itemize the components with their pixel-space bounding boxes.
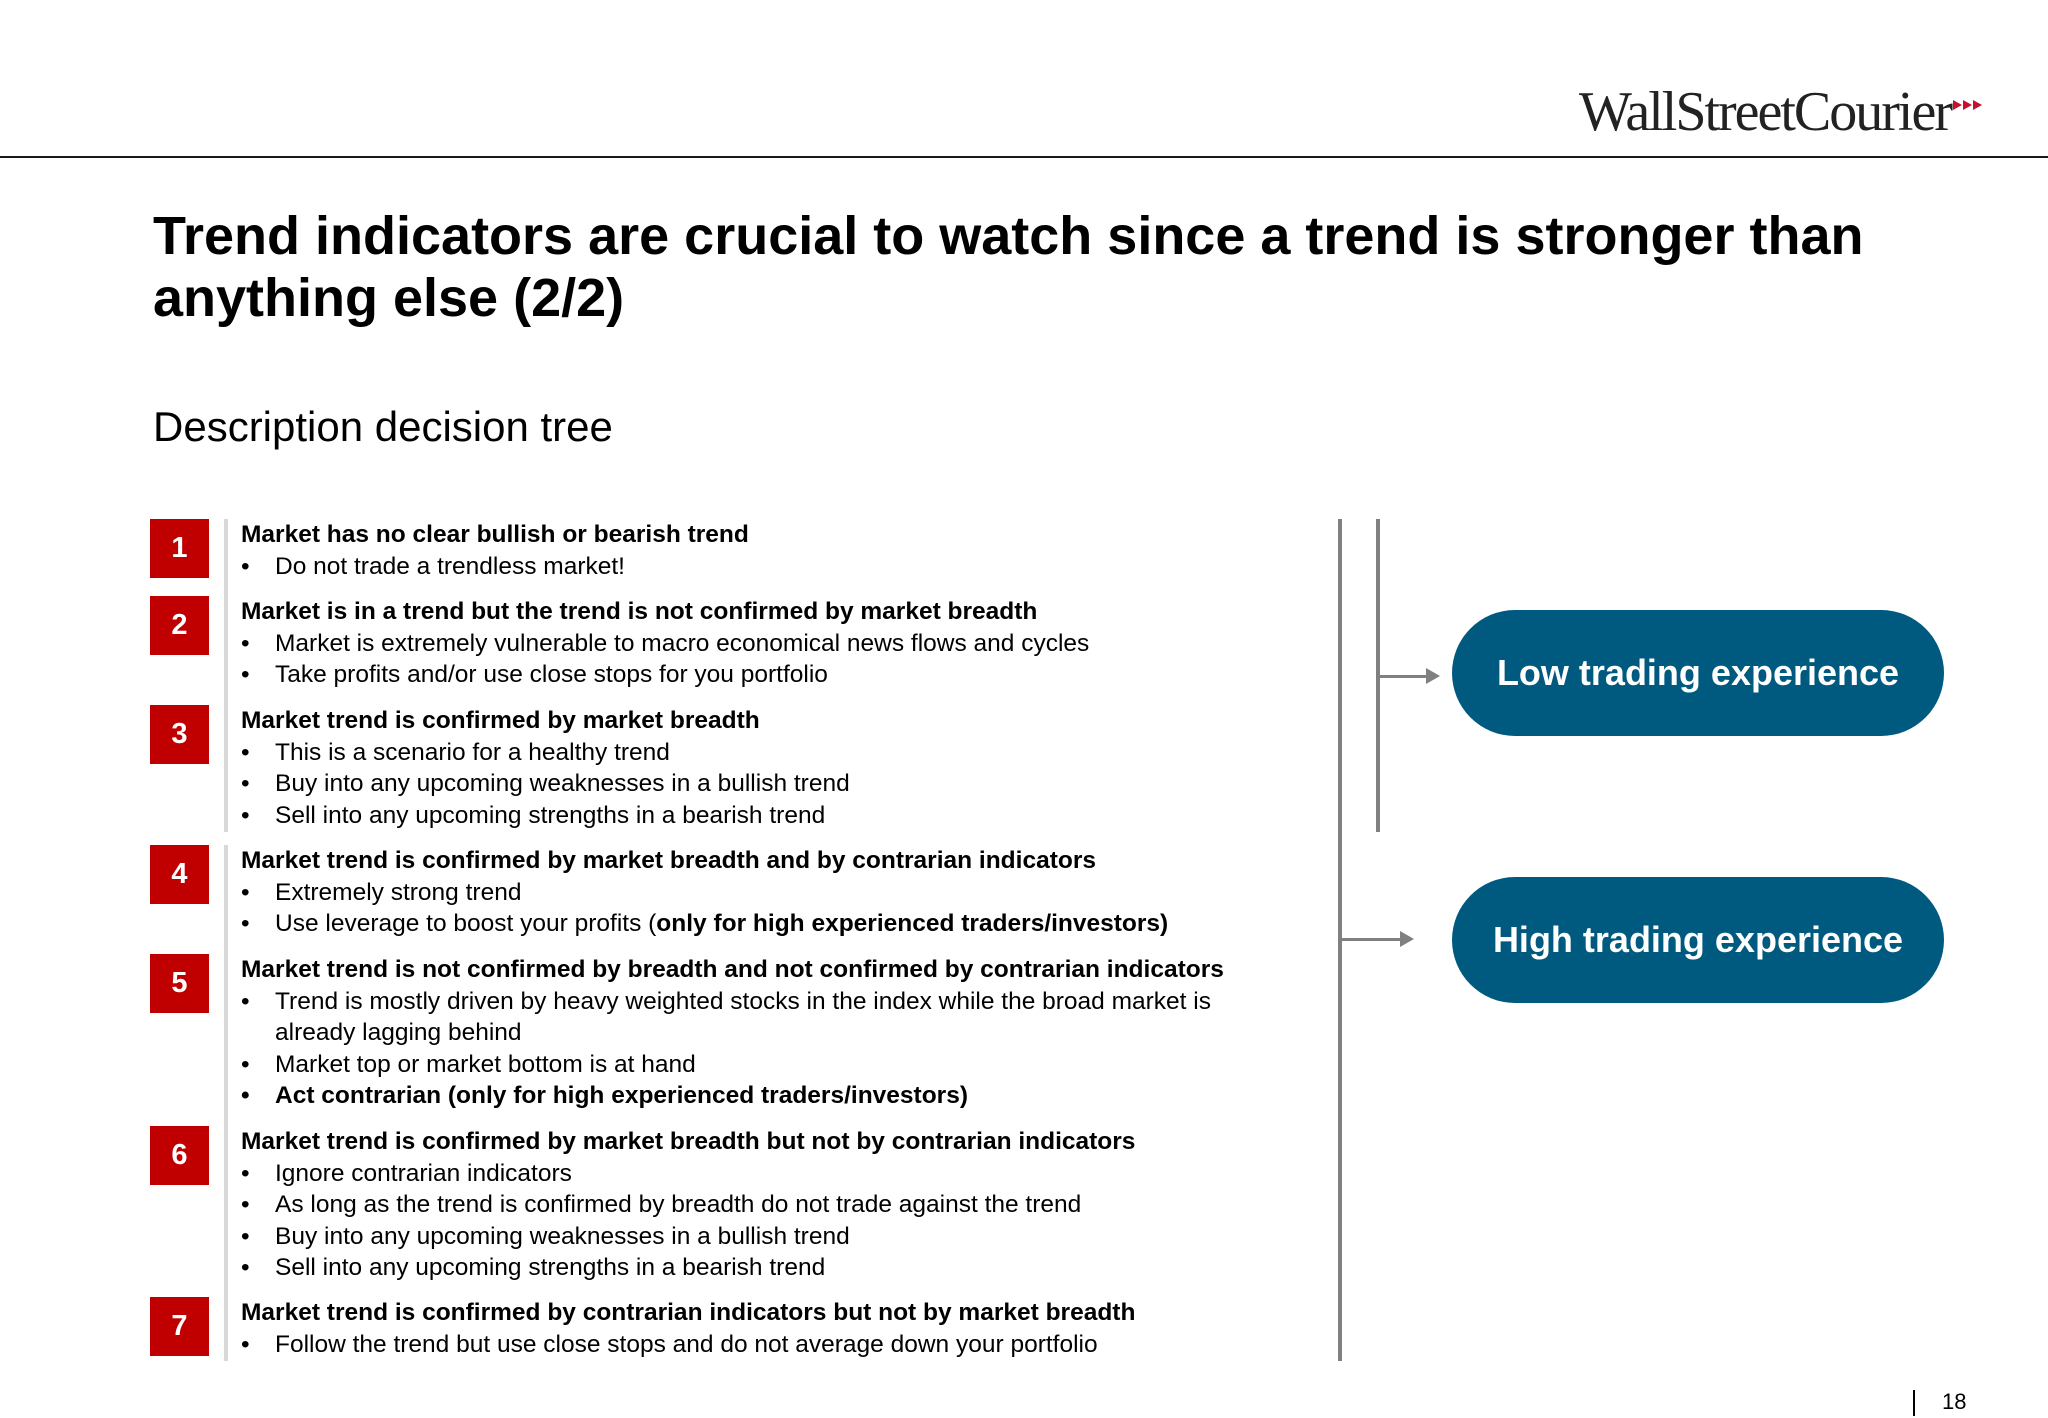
item-bullet: Act contrarian (only for high experience…: [241, 1080, 1271, 1112]
item-heading: Market trend is confirmed by market brea…: [241, 707, 760, 734]
item-heading: Market trend is confirmed by contrarian …: [241, 1299, 1136, 1326]
page-title: Trend indicators are crucial to watch si…: [153, 206, 1864, 328]
item-bullet: Ignore contrarian indicators: [241, 1158, 1321, 1190]
item-bullet: This is a scenario for a healthy trend: [241, 737, 1321, 769]
item-number-badge: 1: [150, 519, 209, 578]
item-bullet: As long as the trend is confirmed by bre…: [241, 1189, 1321, 1221]
item-number-badge: 5: [150, 954, 209, 1013]
item-bullet: Market top or market bottom is at hand: [241, 1049, 1271, 1081]
item-number-badge: 6: [150, 1126, 209, 1185]
item-bullet: Follow the trend but use close stops and…: [241, 1329, 1321, 1361]
item-bullet: Sell into any upcoming strengths in a be…: [241, 800, 1321, 832]
item-bullet: Take profits and/or use close stops for …: [241, 659, 1321, 691]
page-number-separator: [1913, 1390, 1915, 1416]
header-divider: [0, 156, 2048, 158]
item-heading: Market trend is confirmed by market brea…: [241, 1128, 1136, 1155]
item-heading: Market is in a trend but the trend is no…: [241, 598, 1038, 625]
high-experience-arrow-icon: [1340, 931, 1414, 947]
item-bullet: Extremely strong trend: [241, 877, 1321, 909]
item-heading: Market has no clear bullish or bearish t…: [241, 521, 749, 548]
low-trading-experience-pill: Low trading experience: [1452, 610, 1944, 736]
item-bullet: Trend is mostly driven by heavy weighted…: [241, 986, 1235, 1049]
item-bullet: Buy into any upcoming weaknesses in a bu…: [241, 768, 1321, 800]
bullet-text: Use leverage to boost your profits (: [275, 910, 657, 937]
item-bullet: Buy into any upcoming weaknesses in a bu…: [241, 1221, 1321, 1253]
logo-text: WallStreetCourier: [1578, 81, 1953, 143]
bullet-bold-text: only for high experienced traders/invest…: [656, 910, 1169, 937]
page-number: 18: [1942, 1389, 1967, 1414]
item-bullet: Use leverage to boost your profits (only…: [241, 908, 1321, 940]
high-trading-experience-pill: High trading experience: [1452, 877, 1944, 1003]
section-subtitle: Description decision tree: [153, 403, 613, 450]
low-experience-arrow-icon: [1378, 668, 1440, 684]
item-heading: Market trend is confirmed by market brea…: [241, 847, 1096, 874]
item-bullet: Do not trade a trendless market!: [241, 551, 1321, 583]
item-number-badge: 3: [150, 705, 209, 764]
wall-street-courier-logo: WallStreetCourier: [1579, 80, 1983, 140]
item-heading: Market trend is not confirmed by breadth…: [241, 956, 1224, 983]
item-bullet: Sell into any upcoming strengths in a be…: [241, 1252, 1321, 1284]
item-number-badge: 4: [150, 845, 209, 904]
item-number-badge: 2: [150, 596, 209, 655]
items-rail: [224, 519, 228, 1361]
item-number-badge: 7: [150, 1297, 209, 1356]
logo-chevrons-icon: [1953, 100, 1983, 110]
item-bullet: Market is extremely vulnerable to macro …: [241, 628, 1321, 660]
